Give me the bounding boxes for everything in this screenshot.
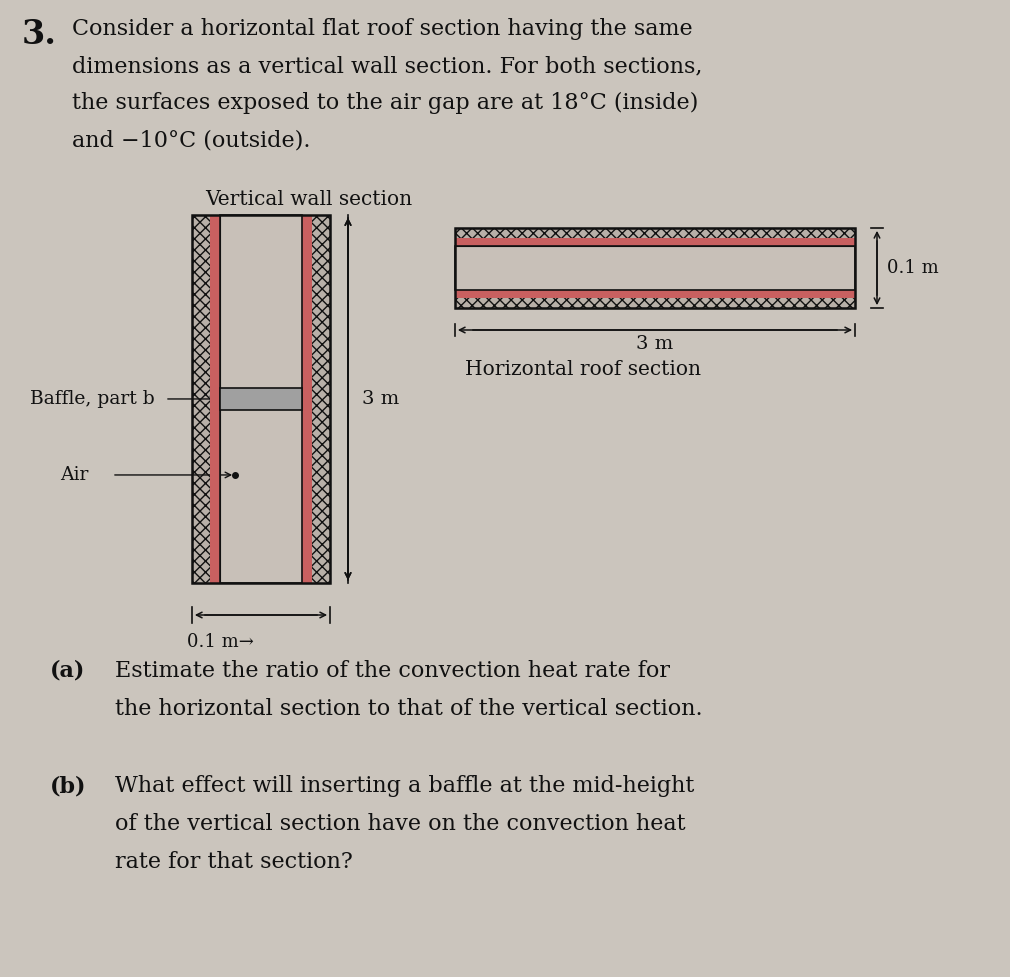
Text: (a): (a) <box>50 660 86 682</box>
Text: Estimate the ratio of the convection heat rate for: Estimate the ratio of the convection hea… <box>115 660 670 682</box>
Bar <box>192 215 220 583</box>
Bar <box>454 228 855 308</box>
Bar <box>220 215 302 583</box>
Text: 0.1 m: 0.1 m <box>887 259 938 277</box>
Bar <box>302 215 312 583</box>
Text: (b): (b) <box>50 775 87 797</box>
Text: Horizontal roof section: Horizontal roof section <box>465 360 701 379</box>
Text: of the vertical section have on the convection heat: of the vertical section have on the conv… <box>115 813 686 835</box>
Text: 0.1 m→: 0.1 m→ <box>187 633 254 651</box>
Text: What effect will inserting a baffle at the mid-height: What effect will inserting a baffle at t… <box>115 775 695 797</box>
Bar <box>454 228 855 246</box>
Text: the horizontal section to that of the vertical section.: the horizontal section to that of the ve… <box>115 698 703 720</box>
Text: Consider a horizontal flat roof section having the same: Consider a horizontal flat roof section … <box>72 18 693 40</box>
Bar <box>454 246 855 290</box>
Text: Vertical wall section: Vertical wall section <box>205 190 412 209</box>
Bar <box>454 290 855 298</box>
Bar <box>454 290 855 308</box>
Bar <box>302 215 330 583</box>
Bar <box>210 215 220 583</box>
Text: 3 m: 3 m <box>636 335 674 353</box>
Bar <box>454 228 855 246</box>
Text: rate for that section?: rate for that section? <box>115 851 352 873</box>
Text: Baffle, part b: Baffle, part b <box>30 390 155 408</box>
Bar <box>220 388 302 410</box>
Text: Air: Air <box>60 466 89 484</box>
Bar <box>454 238 855 246</box>
Bar <box>454 290 855 308</box>
Bar <box>192 215 330 583</box>
Text: dimensions as a vertical wall section. For both sections,: dimensions as a vertical wall section. F… <box>72 55 703 77</box>
Bar <box>220 215 302 583</box>
Bar <box>192 215 220 583</box>
Text: 3 m: 3 m <box>362 390 399 408</box>
Bar <box>454 246 855 290</box>
Text: and −10°C (outside).: and −10°C (outside). <box>72 129 310 151</box>
Bar <box>302 215 330 583</box>
Text: 3.: 3. <box>22 18 57 51</box>
Text: the surfaces exposed to the air gap are at 18°C (inside): the surfaces exposed to the air gap are … <box>72 92 698 114</box>
